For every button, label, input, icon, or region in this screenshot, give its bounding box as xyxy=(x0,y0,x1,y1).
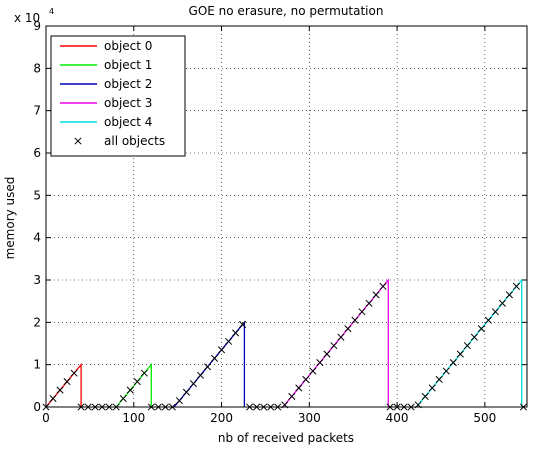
y-tick-label: 6 xyxy=(33,146,41,160)
y-tick-label: 8 xyxy=(33,61,41,75)
legend-label: object 2 xyxy=(104,77,152,91)
x-tick-label: 300 xyxy=(298,411,321,425)
y-tick-label: 0 xyxy=(33,400,41,414)
legend-label: object 4 xyxy=(104,115,152,129)
y-tick-label: 1 xyxy=(33,358,41,372)
legend-label: object 0 xyxy=(104,39,152,53)
y-tick-label: 5 xyxy=(33,188,41,202)
legend-label: object 1 xyxy=(104,58,152,72)
y-tick-label: 7 xyxy=(33,104,41,118)
y-tick-label: 9 xyxy=(33,19,41,33)
x-tick-label: 500 xyxy=(473,411,496,425)
y-tick-label: 4 xyxy=(33,231,41,245)
y-tick-label: 2 xyxy=(33,315,41,329)
legend: object 0 object 1 object 2 object 3 object 4… xyxy=(51,36,185,156)
x-tick-label: 0 xyxy=(42,411,50,425)
y-axis-title: memory used xyxy=(3,177,17,260)
y-exponent-power: 4 xyxy=(49,7,54,16)
x-tick-label: 200 xyxy=(210,411,233,425)
x-axis-title: nb of received packets xyxy=(218,431,354,445)
y-tick-label: 3 xyxy=(33,273,41,287)
x-tick-label: 100 xyxy=(122,411,145,425)
chart-title: GOE no erasure, no permutation xyxy=(189,4,384,18)
legend-label: object 3 xyxy=(104,96,152,110)
x-tick-label: 400 xyxy=(386,411,409,425)
legend-label: all objects xyxy=(104,134,165,148)
